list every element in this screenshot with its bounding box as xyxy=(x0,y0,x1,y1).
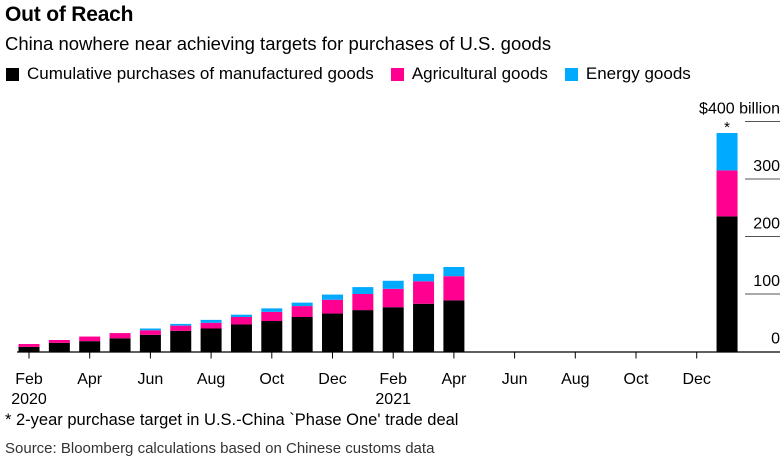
bar-segment-manufactured xyxy=(413,303,435,352)
x-tick-label: Feb xyxy=(15,371,43,388)
legend-swatch-energy xyxy=(564,67,578,81)
bar-segment-energy xyxy=(443,266,465,277)
bar-segment-agricultural xyxy=(352,294,374,311)
x-tick-label: Aug xyxy=(197,371,225,388)
bar-segment-agricultural xyxy=(18,344,40,347)
legend-label-manufactured: Cumulative purchases of manufactured goo… xyxy=(27,64,374,83)
bar-segment-agricultural xyxy=(48,340,70,343)
bar-segment-energy xyxy=(139,328,161,331)
legend-item-energy: Energy goods xyxy=(564,64,691,84)
y-tick-label: 100 xyxy=(753,273,780,290)
bar-segment-energy xyxy=(413,273,435,282)
bar-segment-manufactured xyxy=(261,321,283,352)
bar-segment-agricultural xyxy=(322,299,343,314)
bar-segment-energy xyxy=(200,319,222,323)
chart-subtitle: China nowhere near achieving targets for… xyxy=(5,33,552,54)
legend-swatch-agricultural xyxy=(390,67,404,81)
source-note: Source: Bloomberg calculations based on … xyxy=(5,440,435,457)
bar-segment-agricultural xyxy=(261,311,283,322)
bar-segment-agricultural xyxy=(139,330,161,335)
target-bar-manufactured xyxy=(716,216,738,352)
bar-segment-manufactured xyxy=(443,300,465,352)
bar-segment-manufactured xyxy=(200,328,222,352)
x-tick-label: Jun xyxy=(138,371,164,388)
bar-segment-energy xyxy=(352,287,374,294)
legend-swatch-manufactured xyxy=(6,67,19,81)
bar-segment-energy xyxy=(291,302,313,307)
footnote: * 2-year purchase target in U.S.-China `… xyxy=(5,411,459,429)
y-tick-label: 300 xyxy=(753,158,780,175)
bar-segment-energy xyxy=(382,280,404,289)
bar-segment-manufactured xyxy=(109,338,131,352)
bar-segment-agricultural xyxy=(109,333,131,339)
y-tick-label: 200 xyxy=(753,216,780,233)
x-tick-label: Dec xyxy=(682,371,710,388)
target-bar-energy xyxy=(716,133,738,171)
x-tick-year-label: 2020 xyxy=(11,391,47,408)
bar-segment-manufactured xyxy=(352,310,374,352)
bar-segment-manufactured xyxy=(322,313,343,352)
x-tick-year-label: 2021 xyxy=(375,391,411,408)
x-tick-label: Oct xyxy=(624,371,649,388)
target-asterisk: * xyxy=(724,119,730,136)
bar-segment-manufactured xyxy=(48,342,70,352)
bar-segment-manufactured xyxy=(382,307,404,352)
bar-segment-energy xyxy=(170,323,192,326)
x-tick-label: Feb xyxy=(379,371,407,388)
bar-segment-agricultural xyxy=(200,322,222,329)
target-bar-agricultural xyxy=(716,170,738,217)
bar-segment-agricultural xyxy=(413,281,435,304)
x-tick-label: Oct xyxy=(259,371,284,388)
x-tick-label: Jun xyxy=(502,371,528,388)
bar-segment-manufactured xyxy=(230,324,252,352)
bar-segment-agricultural xyxy=(79,336,101,342)
legend: Cumulative purchases of manufactured goo… xyxy=(6,64,708,84)
legend-label-energy: Energy goods xyxy=(585,64,691,83)
bar-segment-manufactured xyxy=(291,317,313,352)
bar-segment-agricultural xyxy=(291,306,313,317)
x-tick-label: Apr xyxy=(441,371,467,388)
bar-segment-manufactured xyxy=(18,346,40,352)
legend-item-manufactured: Cumulative purchases of manufactured goo… xyxy=(6,64,374,84)
x-tick-label: Aug xyxy=(561,371,589,388)
bar-segment-manufactured xyxy=(170,330,192,352)
x-tick-label: Dec xyxy=(318,371,346,388)
bar-segment-agricultural xyxy=(382,288,404,308)
bar-segment-agricultural xyxy=(230,317,252,325)
bar-segment-energy xyxy=(261,308,283,312)
bar-segment-agricultural xyxy=(170,325,192,331)
chart-title: Out of Reach xyxy=(5,3,134,26)
y-tick-label: 0 xyxy=(771,331,780,348)
bar-segment-manufactured xyxy=(79,341,101,352)
bar-segment-energy xyxy=(322,294,343,300)
bar-segment-manufactured xyxy=(139,334,161,352)
x-tick-label: Apr xyxy=(77,371,103,388)
y-tick-label: $400 billion xyxy=(699,101,780,118)
legend-item-agricultural: Agricultural goods xyxy=(390,64,548,84)
legend-label-agricultural: Agricultural goods xyxy=(411,64,548,83)
bar-segment-agricultural xyxy=(443,276,465,301)
bar-segment-energy xyxy=(230,314,252,317)
